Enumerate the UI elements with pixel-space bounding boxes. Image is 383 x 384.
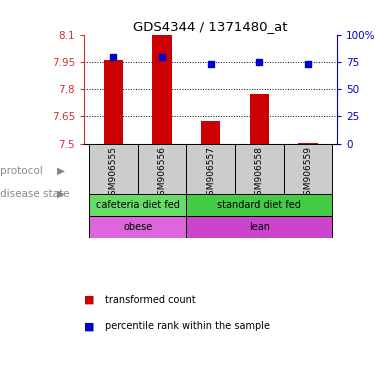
Text: ▶: ▶ (57, 189, 65, 199)
Text: ▶: ▶ (57, 166, 65, 176)
Bar (201, 121, 220, 144)
Bar (187, 194, 332, 216)
Text: GSM906559: GSM906559 (303, 146, 313, 201)
Bar (152, 35, 172, 144)
Bar (235, 144, 283, 194)
Text: GSM906556: GSM906556 (157, 146, 167, 201)
Text: disease state: disease state (0, 189, 69, 199)
Text: transformed count: transformed count (105, 295, 196, 305)
Bar (250, 94, 269, 144)
Bar (298, 143, 318, 144)
Text: GSM906558: GSM906558 (255, 146, 264, 201)
Text: percentile rank within the sample: percentile rank within the sample (105, 321, 270, 331)
Bar (187, 144, 235, 194)
Text: GSM906555: GSM906555 (109, 146, 118, 201)
Title: GDS4344 / 1371480_at: GDS4344 / 1371480_at (133, 20, 288, 33)
Text: standard diet fed: standard diet fed (217, 200, 301, 210)
Bar (283, 144, 332, 194)
Bar (104, 60, 123, 144)
Text: protocol: protocol (0, 166, 43, 176)
Text: cafeteria diet fed: cafeteria diet fed (96, 200, 180, 210)
Bar (89, 194, 187, 216)
Text: GSM906557: GSM906557 (206, 146, 215, 201)
Text: ■: ■ (84, 295, 95, 305)
Text: obese: obese (123, 222, 152, 232)
Bar (89, 216, 187, 238)
Bar (187, 216, 332, 238)
Text: ■: ■ (84, 321, 95, 331)
Bar (138, 144, 187, 194)
Bar (89, 144, 138, 194)
Text: lean: lean (249, 222, 270, 232)
